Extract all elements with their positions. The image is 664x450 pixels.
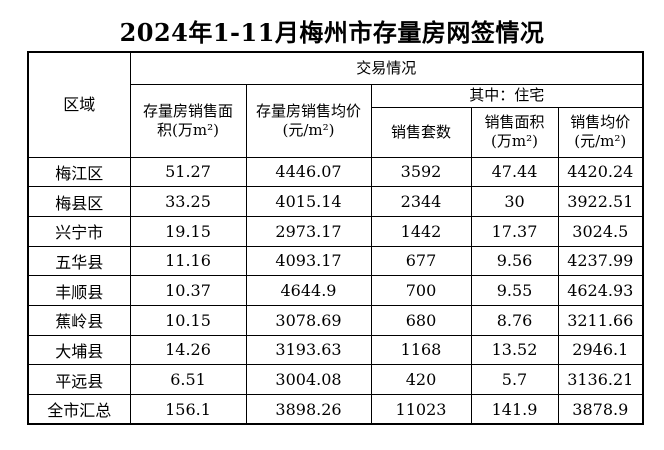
cell-region: 梅江区	[27, 156, 131, 188]
cell-res-price: 4420.24	[557, 156, 644, 188]
column-header-res-price-line1: 销售均价	[570, 113, 631, 132]
cell-region: 丰顺县	[27, 275, 131, 306]
cell-res-price: 3878.9	[557, 394, 644, 425]
cell-res-price: 2946.1	[557, 334, 644, 366]
cell-region: 兴宁市	[27, 215, 131, 247]
cell-res-area: 9.56	[470, 245, 559, 277]
cell-stock-price: 2973.17	[245, 215, 372, 247]
cell-res-area: 30	[470, 186, 559, 217]
table-row: 梅县区 33.25 4015.14 2344 30 3922.51	[27, 186, 644, 217]
table-row: 兴宁市 19.15 2973.17 1442 17.37 3024.5	[27, 215, 644, 247]
column-header-stock-area-line2: 积(万m²)	[157, 120, 219, 139]
cell-res-area: 8.76	[470, 304, 559, 336]
cell-res-area: 5.7	[470, 364, 559, 395]
cell-res-price: 3136.21	[557, 364, 644, 395]
column-header-res-price: 销售均价 (元/m²)	[557, 106, 644, 158]
column-header-stock-price-line1: 存量房销售均价	[255, 101, 361, 120]
cell-res-area: 9.55	[470, 275, 559, 306]
cell-units-sold: 680	[370, 304, 472, 336]
table-row: 平远县 6.51 3004.08 420 5.7 3136.21	[27, 364, 644, 395]
column-header-residential-group: 其中：住宅	[370, 83, 644, 108]
cell-res-price: 3922.51	[557, 186, 644, 217]
cell-stock-area: 14.26	[129, 334, 247, 366]
cell-stock-price: 3193.63	[245, 334, 372, 366]
cell-res-price: 4237.99	[557, 245, 644, 277]
column-header-units-sold: 销售套数	[370, 106, 472, 158]
cell-stock-area: 33.25	[129, 186, 247, 217]
cell-units-sold: 2344	[370, 186, 472, 217]
cell-res-area: 47.44	[470, 156, 559, 188]
cell-stock-area: 10.15	[129, 304, 247, 336]
header-row-leaf: 销售套数 销售面积 (万m²) 销售均价 (元/m²)	[28, 106, 644, 158]
cell-region: 大埔县	[27, 334, 131, 366]
cell-region: 全市汇总	[27, 394, 131, 425]
cell-units-sold: 700	[370, 275, 472, 306]
cell-stock-area: 10.37	[129, 275, 247, 306]
table-row: 丰顺县 10.37 4644.9 700 9.55 4624.93	[27, 275, 644, 306]
cell-units-sold: 11023	[370, 394, 472, 425]
cell-units-sold: 420	[370, 364, 472, 395]
table-row: 蕉岭县 10.15 3078.69 680 8.76 3211.66	[27, 304, 644, 336]
column-header-stock-area: 存量房销售面 积(万m²)	[129, 83, 247, 158]
cell-stock-price: 4446.07	[245, 156, 372, 188]
column-header-res-price-line2: (元/m²)	[574, 132, 627, 150]
cell-region: 蕉岭县	[27, 304, 131, 336]
stats-table: 区域 交易情况 存量房销售面 积(万m²) 存量房销售均价 (元/m²) 其中：…	[27, 51, 645, 426]
cell-stock-price: 3078.69	[245, 304, 372, 336]
cell-stock-area: 6.51	[129, 364, 247, 395]
column-header-stock-area-line1: 存量房销售面	[142, 101, 233, 120]
cell-units-sold: 1442	[370, 215, 472, 247]
cell-res-area: 141.9	[470, 394, 559, 425]
cell-stock-price: 4644.9	[245, 275, 372, 306]
header-row-group: 区域 交易情况	[27, 51, 644, 158]
cell-stock-area: 11.16	[129, 245, 247, 277]
cell-units-sold: 677	[370, 245, 472, 277]
column-header-res-area-line1: 销售面积	[484, 113, 545, 132]
column-header-transactions-group: 交易情况	[129, 51, 644, 85]
column-header-res-area: 销售面积 (万m²)	[470, 106, 559, 158]
cell-stock-price: 4015.14	[245, 186, 372, 217]
column-header-res-area-line2: (万m²)	[491, 132, 538, 150]
table-row: 五华县 11.16 4093.17 677 9.56 4237.99	[27, 245, 644, 277]
page-title: 2024年1-11月梅州市存量房网签情况	[119, 18, 545, 47]
cell-stock-price: 4093.17	[245, 245, 372, 277]
cell-stock-price: 3004.08	[245, 364, 372, 395]
cell-region: 平远县	[27, 364, 131, 395]
cell-res-price: 3024.5	[557, 215, 644, 247]
column-header-stock-price: 存量房销售均价 (元/m²)	[245, 83, 372, 158]
column-header-region: 区域	[27, 51, 131, 158]
cell-stock-price: 3898.26	[245, 394, 372, 425]
table-row: 梅江区 51.27 4446.07 3592 47.44 4420.24	[27, 156, 644, 188]
cell-units-sold: 1168	[370, 334, 472, 366]
column-header-stock-price-line2: (元/m²)	[282, 120, 335, 139]
cell-stock-area: 51.27	[129, 156, 247, 188]
cell-res-price: 3211.66	[557, 304, 644, 336]
cell-stock-area: 156.1	[129, 394, 247, 425]
cell-res-area: 17.37	[470, 215, 559, 247]
table-row: 大埔县 14.26 3193.63 1168 13.52 2946.1	[27, 334, 644, 366]
cell-region: 五华县	[27, 245, 131, 277]
cell-res-price: 4624.93	[557, 275, 644, 306]
table-row-total: 全市汇总 156.1 3898.26 11023 141.9 3878.9	[27, 394, 644, 425]
cell-region: 梅县区	[27, 186, 131, 217]
cell-res-area: 13.52	[470, 334, 559, 366]
header-row-sub: 存量房销售面 积(万m²) 存量房销售均价 (元/m²) 其中：住宅	[28, 83, 644, 158]
cell-units-sold: 3592	[370, 156, 472, 188]
cell-stock-area: 19.15	[129, 215, 247, 247]
